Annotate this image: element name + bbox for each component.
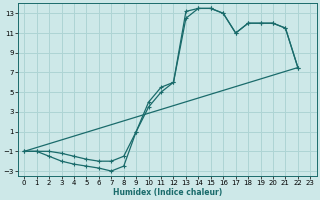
X-axis label: Humidex (Indice chaleur): Humidex (Indice chaleur) bbox=[113, 188, 222, 197]
